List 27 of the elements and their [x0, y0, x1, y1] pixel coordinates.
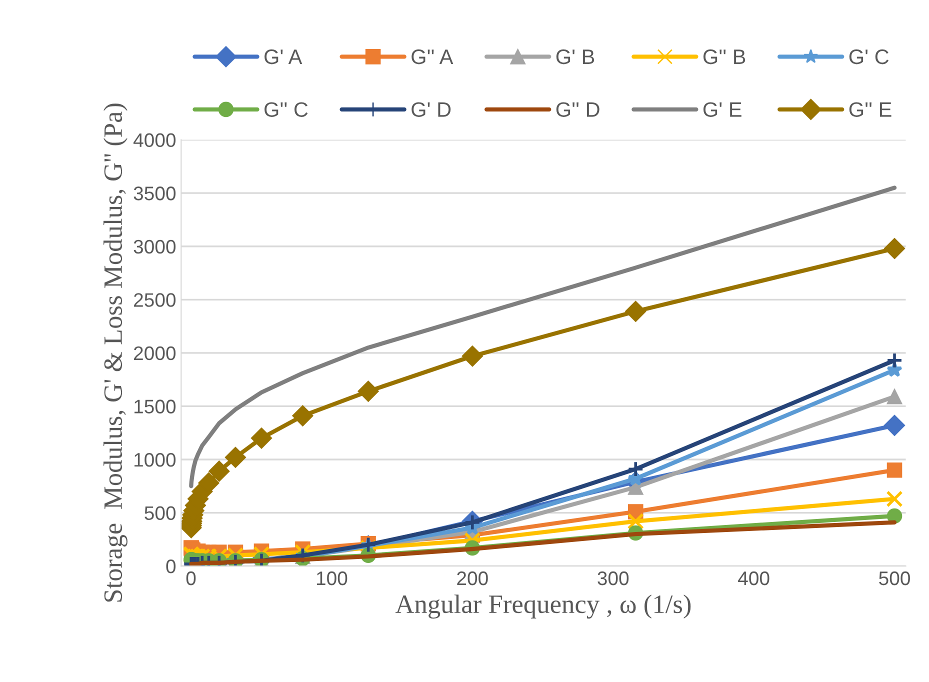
legend-label: G'' D — [556, 102, 600, 117]
y-tick-label: 1000 — [134, 452, 176, 467]
legend-label: G' C — [849, 49, 889, 64]
y-tick-label: 0 — [166, 560, 176, 574]
x-tick-label: 0 — [186, 571, 196, 586]
y-tick-label: 4000 — [133, 133, 176, 148]
y-tick-label: 2000 — [134, 346, 176, 360]
y-axis-title: Storage Modulus, G' & Loss Modulus, G'' (Pa) — [103, 104, 128, 602]
x-axis-title: Angular Frequency , ω (1/s) — [395, 594, 691, 619]
legend-label: G' D — [412, 102, 451, 117]
x-tick-label: 100 — [316, 571, 348, 586]
legend-label: G'' C — [264, 102, 308, 117]
y-tick-label: 3500 — [134, 186, 176, 200]
x-tick-label: 500 — [879, 571, 910, 586]
x-tick-label: 300 — [598, 571, 629, 586]
y-tick-label: 2500 — [134, 293, 176, 307]
y-tick-label: 1500 — [134, 400, 176, 414]
legend-label: G'' E — [849, 102, 892, 117]
legend-label: G' E — [703, 102, 742, 117]
legend-label: G'' B — [703, 49, 746, 64]
x-tick-label: 400 — [738, 571, 770, 586]
x-tick-label: 200 — [457, 571, 488, 586]
y-tick-label: 500 — [144, 506, 176, 520]
legend-label: G' A — [264, 49, 302, 64]
legend-label: G' B — [556, 49, 594, 64]
legend-label: G'' A — [412, 49, 454, 64]
y-tick-label: 3000 — [134, 240, 176, 254]
